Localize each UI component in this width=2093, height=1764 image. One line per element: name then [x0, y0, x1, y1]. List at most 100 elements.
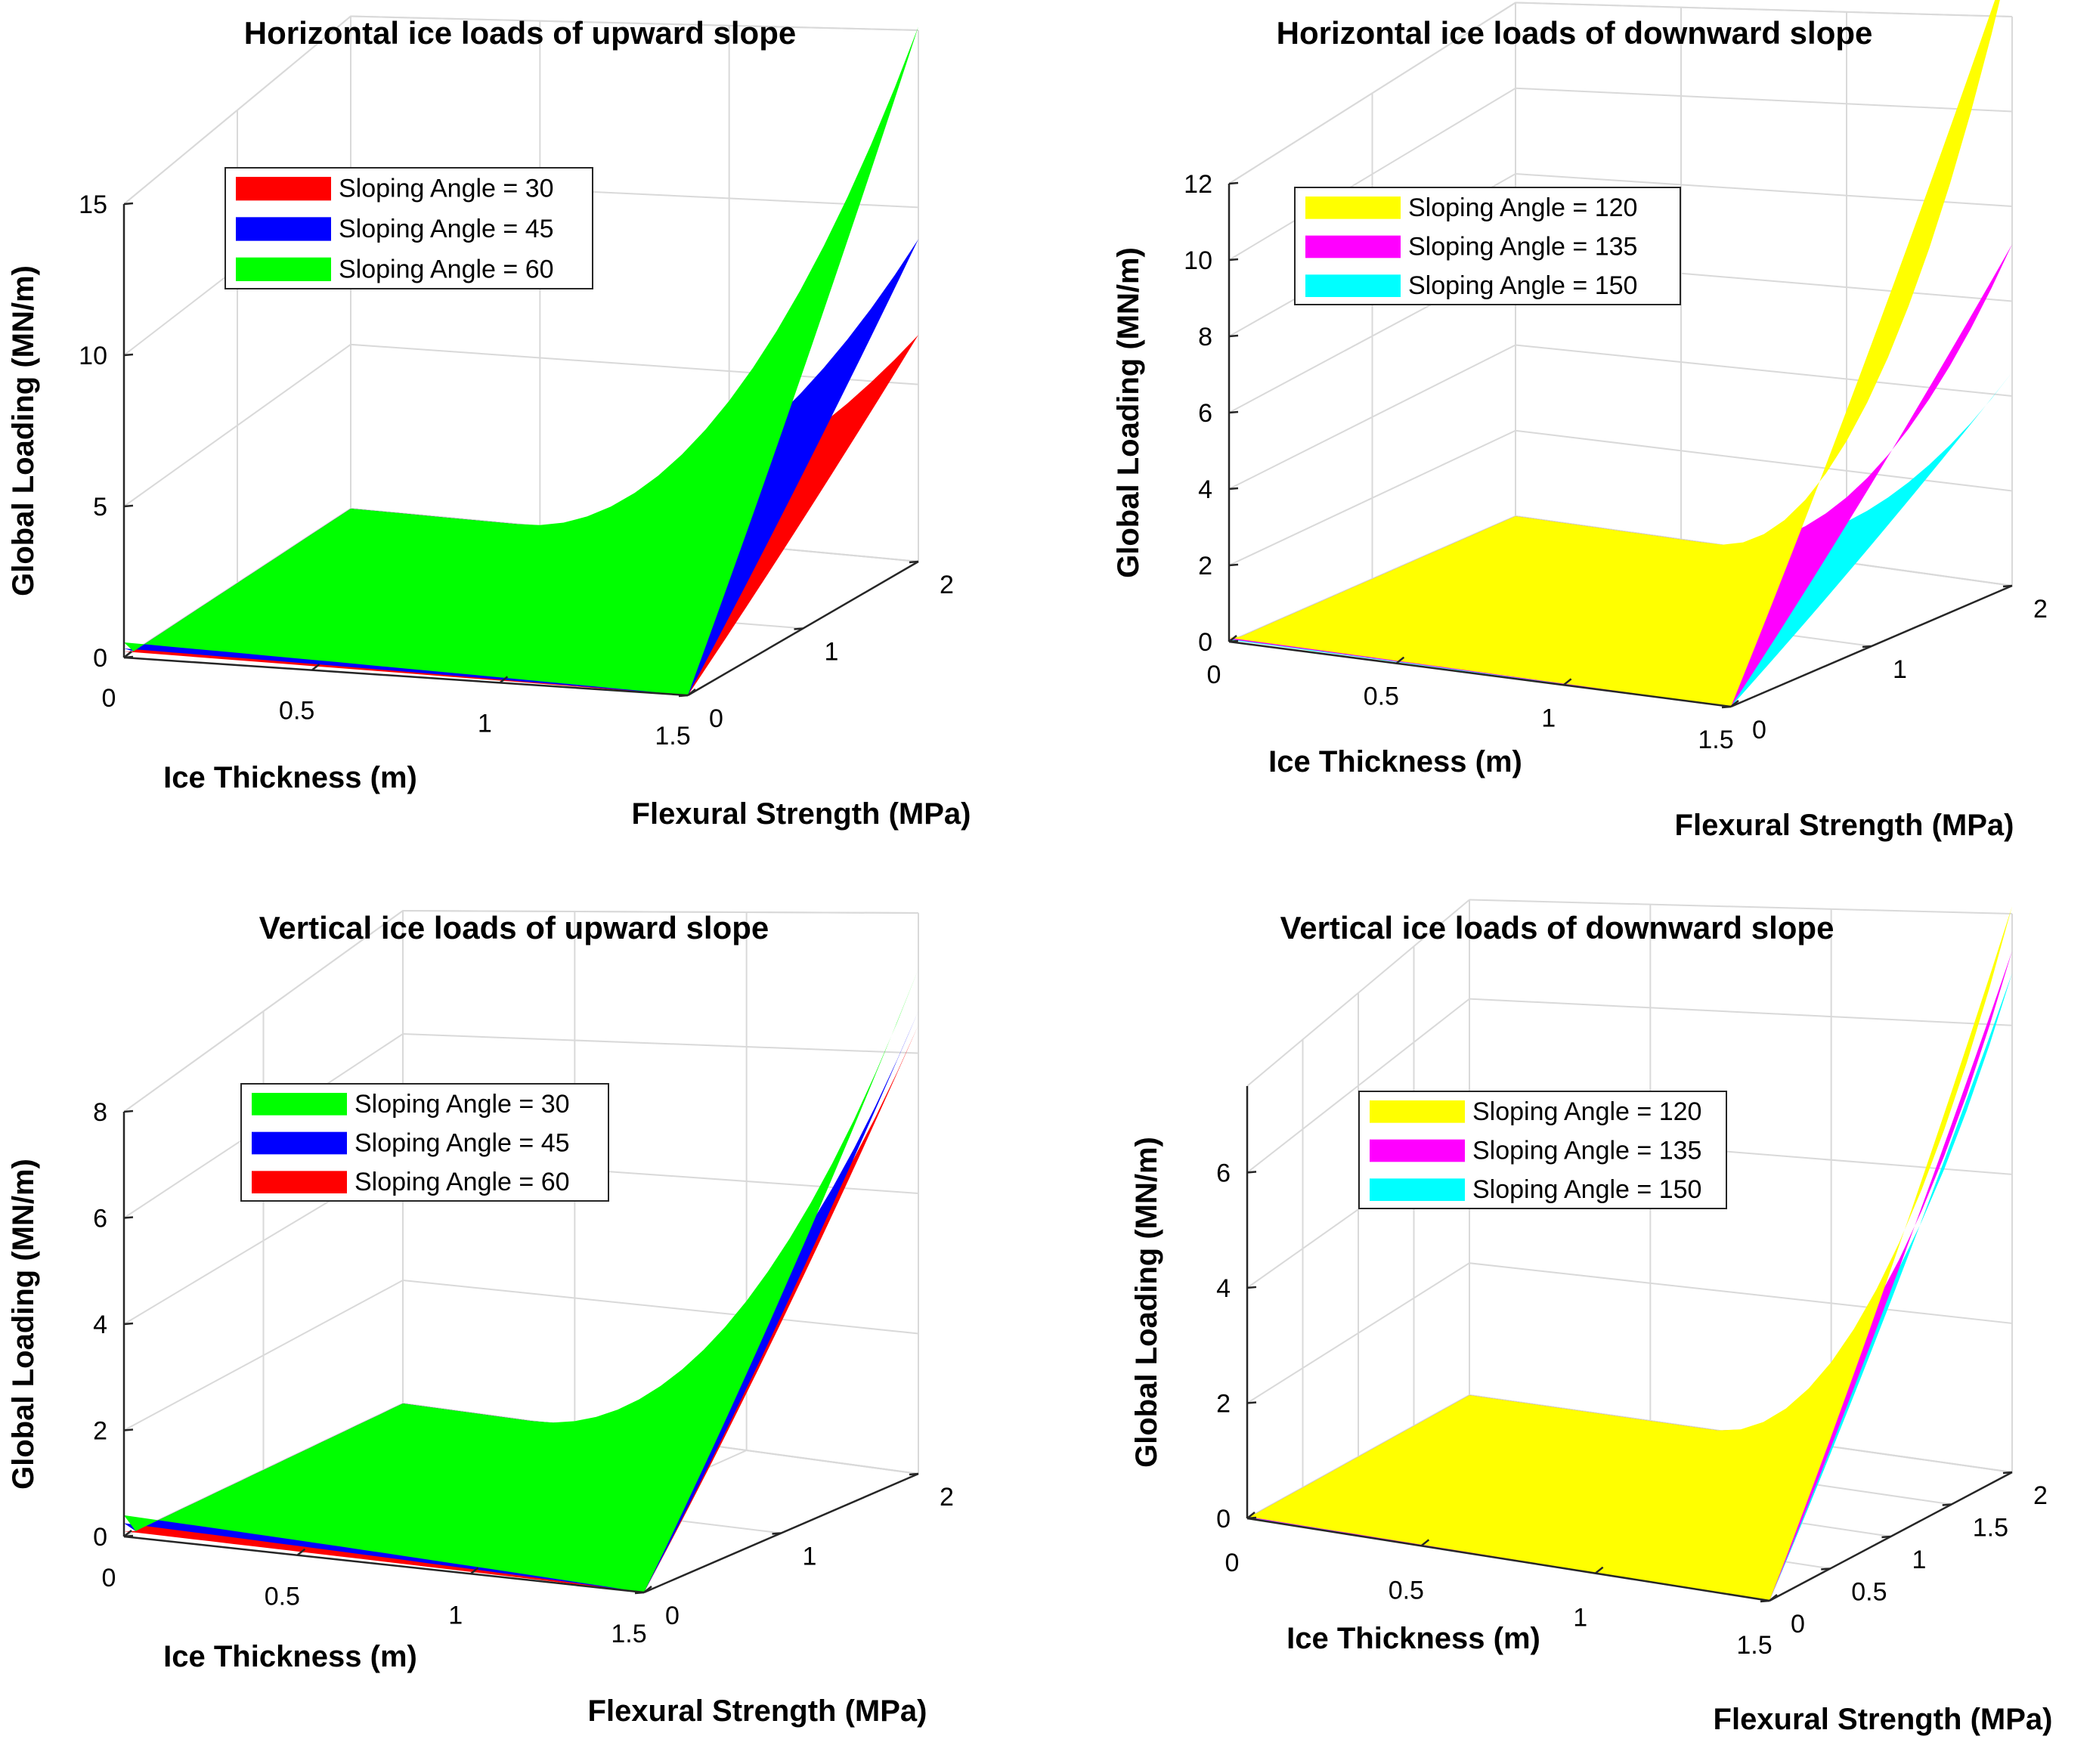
x-tick-label: 0 [102, 1564, 116, 1592]
z-tick-label: 0 [1198, 628, 1212, 657]
legend-label: Sloping Angle = 150 [1408, 271, 1637, 300]
legend-swatch [1305, 274, 1401, 297]
z-tick [1228, 487, 1239, 491]
x-axis-line [1246, 1517, 1770, 1602]
chart-title: Horizontal ice loads of upward slope [244, 15, 796, 51]
legend-label: Sloping Angle = 60 [339, 255, 554, 283]
y-axis-label: Flexural Strength (MPa) [632, 797, 971, 831]
x-tick [1420, 1539, 1430, 1547]
z-axis-label: Global Loading (MN/m) [1130, 1137, 1163, 1468]
z-tick-label: 5 [93, 493, 107, 521]
legend-swatch [252, 1093, 347, 1116]
z-tick [1228, 410, 1239, 414]
chart-svg: 0 5 10 15 0 0.5 1 1.5 0 1 2 Horizontal ice loads of… [7, 15, 971, 831]
z-tick [1228, 181, 1239, 185]
y-tick [909, 1472, 919, 1476]
y-tick-label: 2 [2033, 595, 2048, 624]
y-tick [794, 627, 803, 630]
y-tick [1821, 1567, 1831, 1571]
surface-0 [124, 969, 918, 1592]
z-tick [1228, 258, 1239, 262]
y-tick-label: 1 [803, 1543, 817, 1571]
z-tick-label: 2 [93, 1417, 107, 1446]
legend-label: Sloping Angle = 45 [339, 215, 554, 243]
x-tick-label: 1 [1573, 1604, 1587, 1632]
z-tick-label: 2 [1198, 552, 1212, 580]
x-tick-label: 0 [1207, 661, 1221, 689]
z-tick-label: 8 [93, 1098, 107, 1127]
y-tick [772, 1532, 782, 1535]
z-axis-label: Global Loading (MN/m) [1112, 247, 1145, 578]
y-tick [1942, 1503, 1952, 1506]
x-tick-label: 1.5 [1736, 1631, 1772, 1660]
legend-label: Sloping Angle = 120 [1472, 1097, 1701, 1126]
x-tick-label: 0.5 [1389, 1576, 1424, 1605]
legend-swatch [236, 177, 331, 201]
x-tick [296, 1548, 306, 1556]
z-tick-label: 0 [93, 644, 107, 673]
chart-panel: 0 2 4 6 8 10 12 0 0.5 1 1.5 0 1 2 Horizontal ice loads… [1046, 0, 2092, 882]
y-tick-label: 1 [825, 638, 839, 667]
x-tick [123, 651, 132, 658]
axes: 0 2 4 6 8 0 0.5 1 1.5 0 1 2 [93, 1098, 954, 1648]
x-axis-label: Ice Thickness (m) [163, 761, 417, 794]
y-tick-label: 2 [940, 571, 954, 599]
legend-swatch [236, 217, 331, 241]
legend-swatch [252, 1131, 347, 1155]
axes: 0 5 10 15 0 0.5 1 1.5 0 1 2 [79, 190, 954, 750]
x-tick-label: 0.5 [265, 1583, 300, 1611]
z-tick [123, 1322, 134, 1326]
z-tick [1246, 1286, 1257, 1289]
z-tick-label: 4 [93, 1311, 107, 1339]
legend-label: Sloping Angle = 135 [1472, 1137, 1701, 1165]
x-axis-label: Ice Thickness (m) [1268, 745, 1522, 778]
x-tick-label: 0.5 [279, 697, 314, 726]
z-tick-label: 2 [1216, 1389, 1231, 1418]
y-axis-label: Flexural Strength (MPa) [588, 1694, 927, 1728]
x-tick-label: 1.5 [611, 1620, 646, 1648]
y-tick [678, 694, 689, 698]
y-tick-label: 0 [1791, 1610, 1805, 1639]
chart-panel: 0 5 10 15 0 0.5 1 1.5 0 1 2 Horizontal ice loads of… [0, 0, 1046, 882]
x-tick [687, 689, 696, 696]
legend-swatch [1370, 1100, 1465, 1123]
legend-swatch [252, 1171, 347, 1193]
legend-swatch [1370, 1139, 1465, 1162]
x-tick-label: 1 [1541, 704, 1556, 732]
z-tick-label: 4 [1216, 1274, 1231, 1303]
y-tick-label: 0 [1752, 716, 1766, 744]
z-tick-label: 0 [93, 1523, 107, 1552]
x-tick [1594, 1566, 1604, 1574]
x-tick [499, 676, 509, 684]
z-tick-label: 6 [1198, 399, 1212, 428]
z-tick-label: 15 [79, 190, 107, 219]
z-axis-label: Global Loading (MN/m) [7, 1159, 40, 1490]
legend: Sloping Angle = 120 Sloping Angle = 135 Sl… [1358, 1091, 1727, 1209]
x-tick [1730, 700, 1739, 707]
legend-swatch [236, 257, 331, 281]
surface-0 [1229, 0, 2000, 707]
z-tick [1246, 1401, 1257, 1404]
y-tick-label: 0 [665, 1602, 680, 1630]
chart-title: Horizontal ice loads of downward slope [1277, 15, 1873, 51]
x-axis-line [1228, 640, 1732, 708]
y-tick-label: 1.5 [1973, 1514, 2008, 1543]
chart-panel: 0 2 4 6 8 0 0.5 1 1.5 0 1 2 Vertical ice loads of up… [0, 882, 1046, 1764]
y-tick-label: 0.5 [1851, 1578, 1887, 1607]
z-tick-label: 10 [79, 342, 107, 370]
z-tick [123, 202, 134, 206]
y-axis-label: Flexural Strength (MPa) [1675, 809, 2014, 842]
chart-title: Vertical ice loads of downward slope [1280, 910, 1834, 945]
x-tick [311, 663, 320, 671]
z-tick-label: 6 [93, 1205, 107, 1233]
x-tick-label: 0 [102, 684, 116, 713]
y-tick [2002, 1471, 2013, 1475]
x-tick [1769, 1594, 1778, 1602]
grid-line [1228, 344, 2013, 490]
legend-swatch [1305, 235, 1401, 258]
chart-panel: 0 2 4 6 0 0.5 1 1.5 0 0.5 1 1.5 2 Vertical ice loads … [1046, 882, 2092, 1764]
y-axis-label: Flexural Strength (MPa) [1714, 1703, 2053, 1736]
x-axis-line [123, 656, 689, 697]
grid-line [1469, 899, 2013, 914]
